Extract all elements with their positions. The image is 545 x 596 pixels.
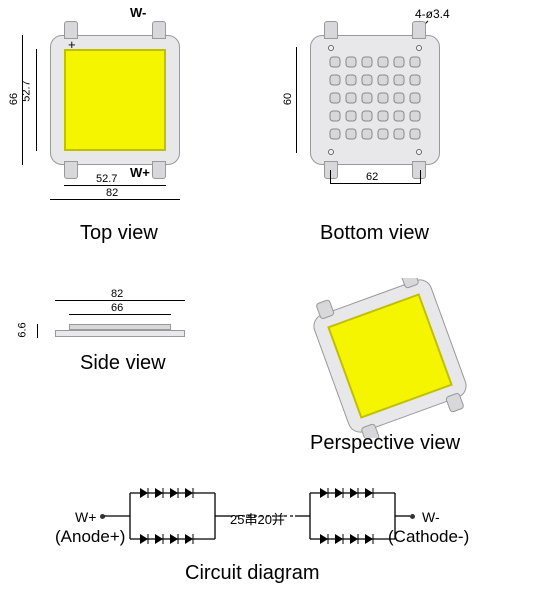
dim-pitch-h: 60 — [282, 93, 294, 105]
circuit-svg — [60, 478, 480, 558]
dim-side-ew: 66 — [111, 302, 123, 314]
dim-line — [330, 183, 420, 184]
pad-grid — [328, 53, 422, 147]
dim-side-w: 82 — [111, 288, 123, 300]
top-polarity-pos: W+ — [130, 165, 150, 180]
top-tab — [64, 161, 78, 179]
perspective-view — [300, 278, 480, 438]
dim-line — [50, 199, 180, 200]
dim-line — [64, 185, 166, 186]
top-tab — [152, 21, 166, 39]
dim-pitch-w: 62 — [366, 171, 378, 183]
dim-emitter-w: 52.7 — [96, 173, 117, 185]
bottom-tab — [412, 21, 426, 39]
bottom-view: 4-ø3.4 62 60 — [310, 15, 475, 215]
mount-hole — [328, 45, 334, 51]
dim-line — [36, 49, 37, 151]
side-emitter — [69, 324, 171, 330]
dim-line — [37, 324, 38, 338]
side-view: 82 66 6.6 — [45, 300, 205, 360]
dim-side-h: 6.6 — [17, 322, 29, 337]
perspective-svg — [300, 278, 480, 438]
top-plus-mark: + — [68, 37, 76, 52]
top-emitter — [64, 49, 166, 151]
side-view-label: Side view — [80, 352, 166, 375]
dim-line — [22, 35, 23, 165]
dim-outer-h: 66 — [8, 93, 20, 105]
dim-line — [420, 170, 421, 184]
top-polarity-neg: W- — [130, 5, 146, 20]
top-tab — [152, 161, 166, 179]
dim-line — [69, 314, 171, 315]
bottom-tab — [412, 161, 426, 179]
bottom-tab — [324, 161, 338, 179]
dim-line — [296, 47, 297, 153]
mount-hole — [416, 45, 422, 51]
bottom-view-label: Bottom view — [320, 222, 429, 245]
top-view: W- + W+ 52.7 82 52.7 66 — [40, 15, 205, 215]
dim-line — [330, 170, 331, 184]
top-view-label: Top view — [80, 222, 158, 245]
mount-hole — [328, 149, 334, 155]
circuit-label: Circuit diagram — [185, 562, 319, 585]
perspective-view-label: Perspective view — [310, 432, 460, 455]
dim-line — [55, 300, 185, 301]
circuit-diagram: W+ (Anode+) W- (Cathode-) 25串20并 — [60, 478, 480, 568]
bottom-tab — [324, 21, 338, 39]
mount-hole — [416, 149, 422, 155]
dim-outer-w: 82 — [106, 187, 118, 199]
side-base — [55, 330, 185, 337]
